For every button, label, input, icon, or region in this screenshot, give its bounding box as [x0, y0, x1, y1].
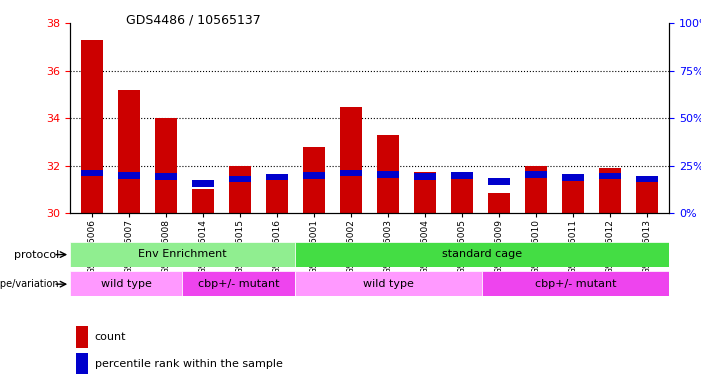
- Text: cbp+/- mutant: cbp+/- mutant: [535, 279, 617, 289]
- Bar: [599, 173, 621, 179]
- Bar: [525, 166, 547, 213]
- Bar: [636, 175, 658, 182]
- Bar: [525, 171, 547, 178]
- Bar: [414, 172, 436, 213]
- Bar: [303, 172, 325, 179]
- Bar: [414, 173, 436, 180]
- Text: protocol: protocol: [14, 250, 60, 260]
- Bar: [155, 173, 177, 180]
- Bar: [488, 178, 510, 185]
- Bar: [229, 166, 252, 213]
- Bar: [451, 172, 473, 179]
- Text: percentile rank within the sample: percentile rank within the sample: [95, 359, 283, 369]
- Text: genotype/variation: genotype/variation: [0, 279, 60, 289]
- Bar: [562, 174, 585, 181]
- Bar: [482, 271, 669, 296]
- Bar: [182, 271, 295, 296]
- Bar: [562, 179, 585, 213]
- Bar: [118, 89, 140, 213]
- Text: Env Enrichment: Env Enrichment: [138, 249, 227, 260]
- Bar: [70, 242, 295, 267]
- Bar: [295, 242, 669, 267]
- Bar: [192, 189, 215, 213]
- Text: count: count: [95, 332, 126, 342]
- Bar: [81, 170, 104, 176]
- Text: GDS4486 / 10565137: GDS4486 / 10565137: [126, 13, 261, 26]
- Bar: [377, 135, 400, 213]
- Text: wild type: wild type: [363, 279, 414, 289]
- Bar: [340, 170, 362, 176]
- Bar: [81, 40, 104, 213]
- Bar: [377, 171, 400, 178]
- Bar: [340, 108, 362, 213]
- Bar: [488, 193, 510, 213]
- Bar: [303, 147, 325, 213]
- Bar: [266, 175, 288, 213]
- Bar: [70, 271, 182, 296]
- Text: cbp+/- mutant: cbp+/- mutant: [198, 279, 280, 289]
- Bar: [229, 175, 252, 182]
- Bar: [636, 180, 658, 213]
- Bar: [266, 174, 288, 180]
- Bar: [192, 180, 215, 187]
- Bar: [118, 172, 140, 179]
- Text: wild type: wild type: [101, 279, 151, 289]
- Text: standard cage: standard cage: [442, 249, 522, 260]
- Bar: [295, 271, 482, 296]
- Bar: [451, 172, 473, 213]
- Bar: [599, 168, 621, 213]
- Bar: [155, 118, 177, 213]
